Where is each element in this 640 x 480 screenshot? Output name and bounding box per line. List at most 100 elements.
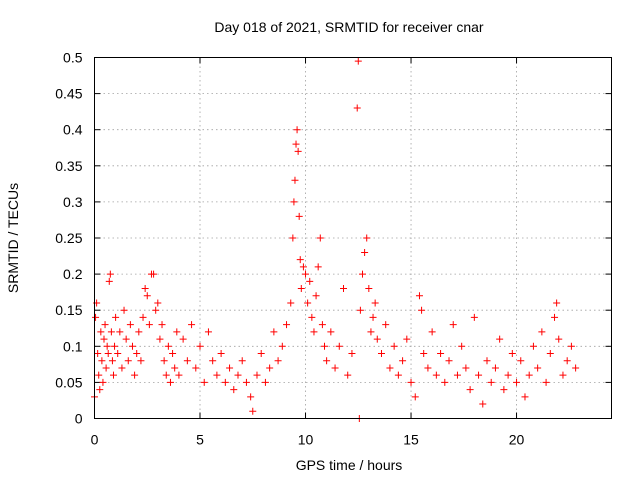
data-point	[302, 270, 310, 278]
data-point	[428, 328, 436, 336]
data-point	[386, 364, 394, 372]
data-point	[131, 371, 139, 379]
data-point	[295, 212, 303, 220]
y-tick-label: 0.35	[55, 158, 82, 174]
data-point	[500, 386, 508, 394]
data-point	[563, 357, 571, 365]
x-tick-label: 5	[196, 432, 204, 448]
data-point	[291, 176, 299, 184]
data-point	[453, 371, 461, 379]
data-point	[188, 321, 196, 329]
x-tick-label: 0	[91, 432, 99, 448]
data-point	[551, 313, 559, 321]
data-point	[213, 371, 221, 379]
data-point	[361, 248, 369, 256]
data-point	[112, 313, 120, 321]
data-point	[542, 378, 550, 386]
data-point	[99, 378, 107, 386]
y-tick-label: 0.3	[63, 194, 83, 210]
data-point	[327, 328, 335, 336]
data-point	[553, 299, 561, 307]
data-point	[415, 292, 423, 300]
data-point	[102, 364, 110, 372]
data-point	[377, 350, 385, 358]
data-point	[96, 386, 104, 394]
data-point	[238, 357, 246, 365]
data-point	[150, 270, 158, 278]
data-point	[365, 285, 373, 293]
data-point	[200, 378, 208, 386]
data-point	[508, 350, 516, 358]
data-point	[323, 357, 331, 365]
data-point	[294, 147, 302, 155]
data-point	[432, 371, 440, 379]
data-point	[114, 350, 122, 358]
data-point	[105, 277, 113, 285]
data-point	[204, 328, 212, 336]
data-point	[318, 321, 326, 329]
data-point	[306, 277, 314, 285]
y-tick-label: 0.1	[63, 338, 83, 354]
data-point	[292, 140, 300, 148]
data-point	[529, 342, 537, 350]
data-point	[367, 328, 375, 336]
data-point	[107, 328, 115, 336]
data-point	[126, 321, 134, 329]
data-point	[354, 57, 362, 65]
data-point	[143, 292, 151, 300]
data-point	[504, 371, 512, 379]
data-point	[101, 321, 109, 329]
data-point	[475, 371, 483, 379]
y-tick-label: 0	[75, 411, 83, 427]
data-point	[534, 364, 542, 372]
data-point	[100, 335, 108, 343]
data-point	[340, 285, 348, 293]
data-point	[196, 342, 204, 350]
data-point	[118, 364, 126, 372]
data-point	[290, 198, 298, 206]
data-point	[242, 378, 250, 386]
data-point	[283, 321, 291, 329]
data-point	[104, 350, 112, 358]
data-point	[399, 357, 407, 365]
data-point	[98, 357, 106, 365]
data-point	[458, 342, 466, 350]
data-point	[278, 342, 286, 350]
data-point	[166, 378, 174, 386]
data-point	[321, 342, 329, 350]
data-point	[314, 263, 322, 271]
data-point	[103, 342, 111, 350]
data-point	[424, 364, 432, 372]
data-point	[297, 285, 305, 293]
data-point	[128, 342, 136, 350]
data-point	[261, 378, 269, 386]
data-point	[373, 335, 381, 343]
data-point	[152, 306, 160, 314]
data-point	[141, 285, 149, 293]
data-point	[108, 357, 116, 365]
data-point	[173, 328, 181, 336]
y-tick-label: 0.45	[55, 86, 82, 102]
data-point	[546, 350, 554, 358]
data-point	[407, 378, 415, 386]
data-point	[230, 386, 238, 394]
data-point	[289, 234, 297, 242]
data-point	[293, 126, 301, 134]
data-point	[491, 364, 499, 372]
data-point	[445, 357, 453, 365]
data-point	[122, 335, 130, 343]
data-point	[175, 371, 183, 379]
x-axis-label: GPS time / hours	[296, 457, 403, 473]
data-point	[331, 364, 339, 372]
data-point	[441, 378, 449, 386]
data-point	[296, 256, 304, 264]
data-point	[394, 371, 402, 379]
data-point	[353, 104, 361, 112]
data-point	[192, 364, 200, 372]
data-point	[308, 313, 316, 321]
data-point	[124, 357, 132, 365]
data-point	[403, 335, 411, 343]
data-point	[479, 400, 487, 408]
data-point	[133, 350, 141, 358]
data-point	[382, 321, 390, 329]
